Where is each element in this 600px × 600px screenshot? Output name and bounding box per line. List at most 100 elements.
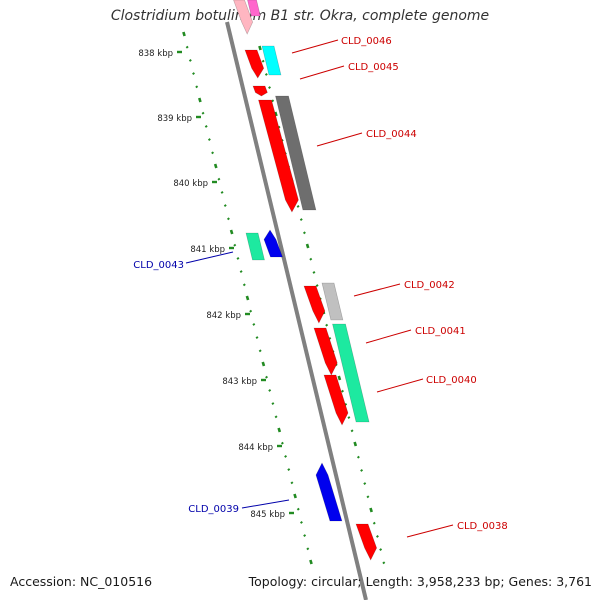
- left-tick: [287, 468, 291, 472]
- gene-label: CLD_0039: [188, 504, 239, 515]
- left-tick: [233, 243, 237, 247]
- scale-label: 841 kbp: [190, 245, 225, 255]
- gene-leader-line: [185, 251, 234, 264]
- feature-gray: [275, 95, 317, 211]
- feature-cld-0044: [258, 99, 299, 213]
- scale-label: 844 kbp: [238, 443, 273, 453]
- left-tick: [223, 204, 227, 208]
- feature-cld-0045: [252, 85, 268, 97]
- gene-leader-line: [299, 65, 345, 80]
- right-tick: [271, 99, 275, 103]
- feature-green: [245, 232, 265, 261]
- left-tick: [229, 229, 234, 235]
- gene-label: CLD_0045: [348, 62, 399, 73]
- right-tick: [337, 375, 342, 381]
- left-tick: [236, 256, 240, 260]
- left-tick: [252, 322, 256, 326]
- right-tick: [369, 507, 373, 513]
- left-tick: [211, 151, 215, 155]
- left-tick: [280, 441, 284, 445]
- left-tick: [249, 309, 253, 313]
- gene-features: [233, 0, 377, 561]
- right-tick: [344, 402, 348, 406]
- left-tick: [207, 138, 211, 142]
- right-tick: [258, 45, 262, 51]
- left-tick: [201, 111, 205, 115]
- feature-cld-0043: [263, 229, 283, 258]
- feature-cld-0038: [355, 523, 377, 561]
- left-tick: [306, 547, 310, 551]
- right-tick: [305, 243, 310, 249]
- right-tick: [366, 495, 370, 499]
- genome-backbone: [225, 21, 368, 600]
- right-tick: [309, 257, 313, 261]
- feature-cld-0041: [313, 327, 338, 376]
- gene-label: CLD_0046: [341, 36, 392, 47]
- left-tick: [195, 85, 199, 89]
- gene-label: CLD_0038: [457, 521, 508, 532]
- scale-labels: 838 kbp 839 kbp 840 kbp 841 kbp 842 kbp 843 k…: [138, 49, 294, 520]
- right-tick: [264, 72, 268, 76]
- right-tick: [341, 389, 344, 393]
- backbone-line: [225, 21, 368, 600]
- scale-ticks: [182, 31, 386, 565]
- right-tick: [375, 534, 379, 538]
- scale-label: 839 kbp: [157, 114, 192, 124]
- feature-cld-0039: [315, 462, 343, 522]
- left-tick: [258, 349, 262, 353]
- left-tick: [226, 217, 230, 221]
- left-tick: [265, 375, 268, 379]
- left-tick: [284, 454, 288, 458]
- gene-label: CLD_0041: [415, 326, 466, 337]
- scale-label: 842 kbp: [206, 311, 241, 321]
- genome-summary: Topology: circular; Length: 3,958,233 bp…: [248, 574, 592, 589]
- gene-label: CLD_0040: [426, 375, 477, 386]
- gene-label: CLD_0044: [366, 129, 417, 140]
- gene-label: CLD_0042: [404, 280, 455, 291]
- right-tick: [325, 323, 329, 327]
- scale-label: 845 kbp: [250, 510, 285, 520]
- right-tick: [353, 441, 358, 447]
- left-tick: [213, 163, 218, 169]
- gene-leader-line: [241, 499, 290, 509]
- scale-label: 840 kbp: [173, 179, 208, 189]
- right-tick: [372, 521, 376, 525]
- left-tick: [299, 520, 303, 524]
- left-tick: [271, 402, 275, 406]
- left-tick: [255, 336, 259, 340]
- gene-leader-line: [291, 39, 339, 54]
- left-tick: [303, 534, 307, 538]
- right-tick: [312, 270, 316, 274]
- right-tick: [299, 218, 303, 222]
- right-tick: [350, 429, 354, 433]
- feature-green-long: [332, 323, 370, 423]
- left-tick: [217, 177, 221, 181]
- gene-leader-line: [406, 524, 454, 538]
- right-tick: [347, 416, 351, 420]
- left-tick: [309, 559, 313, 565]
- right-tick: [268, 86, 271, 90]
- right-tick: [328, 336, 332, 340]
- left-tick: [198, 97, 202, 103]
- left-tick: [274, 415, 278, 419]
- gene-leader-line: [316, 132, 363, 147]
- scale-label: 843 kbp: [222, 377, 257, 387]
- right-tick: [382, 561, 386, 565]
- gene-label: CLD_0043: [133, 260, 184, 271]
- left-tick: [188, 58, 192, 62]
- left-tick: [290, 481, 294, 485]
- accession-label: Accession: NC_010516: [10, 574, 153, 589]
- left-tick: [277, 427, 282, 433]
- left-tick: [293, 493, 297, 499]
- gene-leader-line: [376, 378, 424, 393]
- feature-magenta: [247, 0, 261, 17]
- feature-lightgray: [321, 282, 344, 321]
- right-tick: [302, 231, 306, 235]
- gene-labels: CLD_0046 CLD_0045 CLD_0044 CLD_0043 CLD_0042…: [133, 36, 508, 538]
- left-tick: [185, 45, 189, 49]
- feature-cld-0042: [303, 285, 326, 324]
- right-tick: [261, 59, 265, 63]
- right-tick: [296, 204, 300, 208]
- left-tick: [220, 190, 224, 194]
